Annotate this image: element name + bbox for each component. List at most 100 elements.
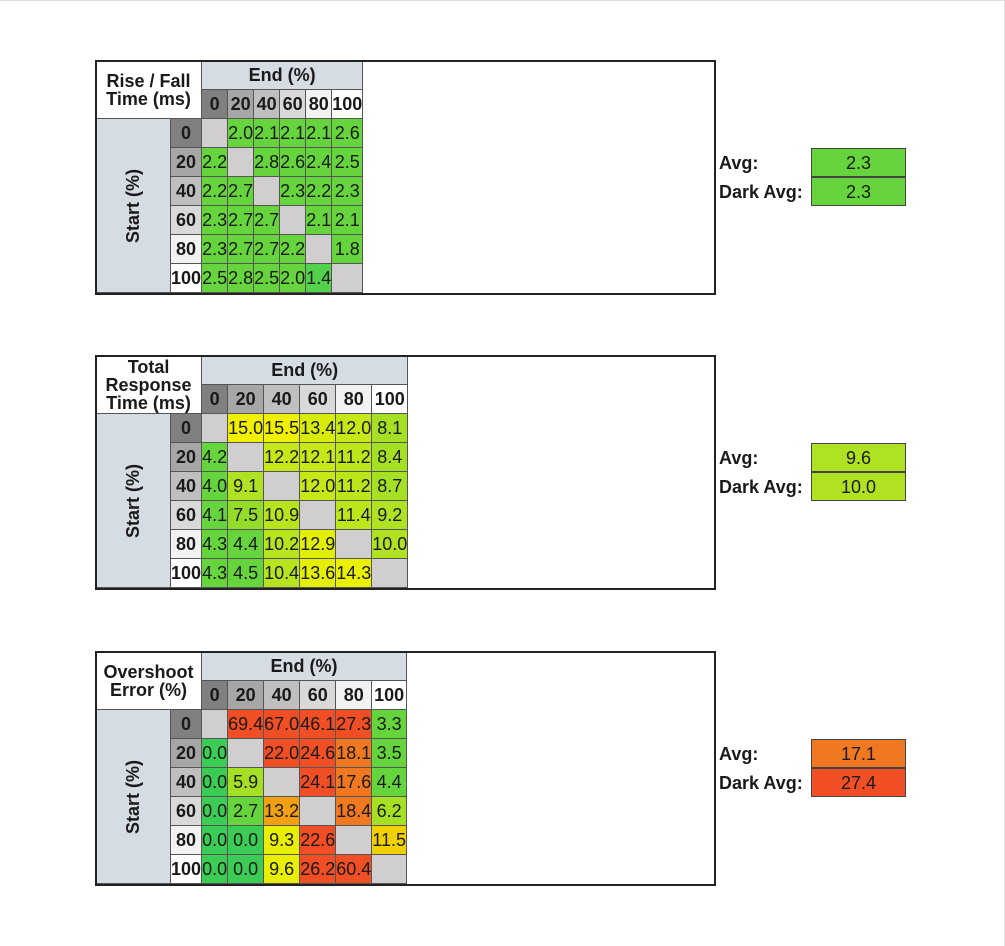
heatmap-cell: 24.6 (299, 738, 337, 768)
dark-avg-label: Dark Avg: (719, 477, 803, 497)
start-axis-label: Start (%) (94, 413, 172, 588)
dark-avg-value: 27.4 (811, 768, 906, 797)
end-column-header: 80 (335, 680, 373, 710)
heatmap-cell: 0.0 (201, 854, 229, 884)
table-row: 40 2.2 2.7 2.3 2.2 2.3 (96, 176, 364, 206)
heatmap-cell: 2.7 (227, 176, 255, 206)
heatmap-cell: 0.0 (227, 825, 265, 855)
start-row-header: 80 (170, 825, 203, 855)
start-row-header: 40 (170, 471, 203, 501)
heatmap-cell: 0.0 (201, 796, 229, 826)
table-title-line: Error (%) (110, 679, 188, 700)
heatmap-cell: 4.5 (227, 558, 265, 588)
table-row: 80 0.0 0.0 9.3 22.6 11.5 (96, 825, 407, 855)
heatmap-cell: 4.3 (201, 558, 229, 588)
start-row-header: 0 (170, 709, 203, 739)
heatmap-cell: 0.0 (201, 738, 229, 768)
start-axis-label: Start (%) (94, 709, 172, 884)
end-axis-label: End (%) (201, 355, 409, 385)
heatmap-cell: 18.1 (335, 738, 373, 768)
heatmap-cell: 2.2 (201, 147, 229, 177)
heatmap-cell: 2.8 (253, 147, 281, 177)
heatmap-cell: 2.2 (305, 176, 333, 206)
dark-avg-value: 2.3 (811, 177, 906, 206)
diagonal-cell (331, 263, 364, 293)
start-row-header: 20 (170, 147, 203, 177)
heatmap-cell: 2.5 (331, 147, 364, 177)
avg-row: Avg: 2.3 (715, 148, 1005, 177)
start-row-header: 20 (170, 442, 203, 472)
heatmap-cell: 2.3 (331, 176, 364, 206)
end-column-header: 80 (305, 89, 333, 119)
heatmap-cell: 2.7 (253, 205, 281, 235)
heatmap-cell: 2.0 (279, 263, 307, 293)
heatmap-cell: 60.4 (335, 854, 373, 884)
start-axis-text: Start (%) (123, 168, 144, 243)
heatmap-cell: 26.2 (299, 854, 337, 884)
heatmap-cell: 14.3 (335, 558, 373, 588)
end-column-header: 0 (201, 384, 229, 414)
heatmap-cell: 11.5 (371, 825, 407, 855)
heatmap-cell: 2.6 (331, 118, 364, 148)
heatmap-cell: 13.6 (299, 558, 337, 588)
diagonal-cell (201, 413, 229, 443)
avg-value: 2.3 (811, 148, 906, 177)
heatmap-cell: 2.0 (227, 118, 255, 148)
end-column-header: 0 (201, 89, 229, 119)
start-axis-label: Start (%) (94, 118, 172, 293)
end-column-header: 100 (371, 680, 407, 710)
heatmap-cell: 2.4 (305, 147, 333, 177)
heatmap-cell: 2.1 (305, 118, 333, 148)
heatmap-cell: 0.0 (201, 825, 229, 855)
heatmap-cell: 0.0 (227, 854, 265, 884)
start-row-header: 60 (170, 205, 203, 235)
heatmap-cell: 2.7 (253, 234, 281, 264)
heatmap-cell: 2.7 (227, 234, 255, 264)
heatmap-cell: 11.4 (335, 500, 373, 530)
start-row-header: 40 (170, 176, 203, 206)
heatmap-cell: 15.5 (263, 413, 301, 443)
table-row: 60 4.1 7.5 10.9 11.4 9.2 (96, 500, 409, 530)
diagonal-cell (201, 118, 229, 148)
table-title: Overshoot Error (%) (94, 651, 203, 710)
diagonal-cell (371, 558, 409, 588)
end-column-header: 0 (201, 680, 229, 710)
avg-value: 9.6 (811, 443, 906, 472)
diagonal-cell (263, 471, 301, 501)
table-row: 100 0.0 0.0 9.6 26.2 60.4 (96, 854, 407, 884)
end-column-header: 40 (253, 89, 281, 119)
heatmap-cell: 69.4 (227, 709, 265, 739)
heatmap-cell: 8.7 (371, 471, 409, 501)
avg-label: Avg: (719, 448, 759, 468)
avg-label: Avg: (719, 744, 759, 764)
heatmap-cell: 22.6 (299, 825, 337, 855)
start-row-header: 80 (170, 529, 203, 559)
start-row-header: 40 (170, 767, 203, 797)
heatmap-cell: 15.0 (227, 413, 265, 443)
table-row: Start (%) 0 2.0 2.1 2.1 2.1 2.6 (94, 118, 364, 293)
table-title-line: Overshoot (103, 661, 194, 682)
heatmap-cell: 4.4 (227, 529, 265, 559)
dark-avg-row: Dark Avg: 27.4 (715, 768, 1005, 797)
heatmap-cell: 13.4 (299, 413, 337, 443)
heatmap-cell: 2.7 (227, 205, 255, 235)
heatmap-cell: 12.2 (263, 442, 301, 472)
table-title-line: Total Response (105, 356, 192, 395)
end-column-header: 20 (227, 89, 255, 119)
end-axis-label: End (%) (201, 651, 407, 681)
end-column-header: 40 (263, 384, 301, 414)
table-title-line: Rise / Fall (106, 70, 191, 91)
heatmap-cell: 9.3 (263, 825, 301, 855)
heatmap-grid: Total Response Time (ms) End (%) 0 20 40 60 80 1… (94, 355, 409, 588)
heatmap-cell: 1.8 (331, 234, 364, 264)
table-title-line: Time (ms) (106, 392, 191, 413)
diagonal-cell (227, 442, 265, 472)
heatmap-cell: 8.4 (371, 442, 409, 472)
heatmap-cell: 0.0 (201, 767, 229, 797)
diagonal-cell (335, 825, 373, 855)
heatmap-cell: 24.1 (299, 767, 337, 797)
dark-avg-row: Dark Avg: 10.0 (715, 472, 1005, 501)
start-row-header: 100 (170, 558, 203, 588)
diagonal-cell (305, 234, 333, 264)
heatmap-cell: 11.2 (335, 471, 373, 501)
